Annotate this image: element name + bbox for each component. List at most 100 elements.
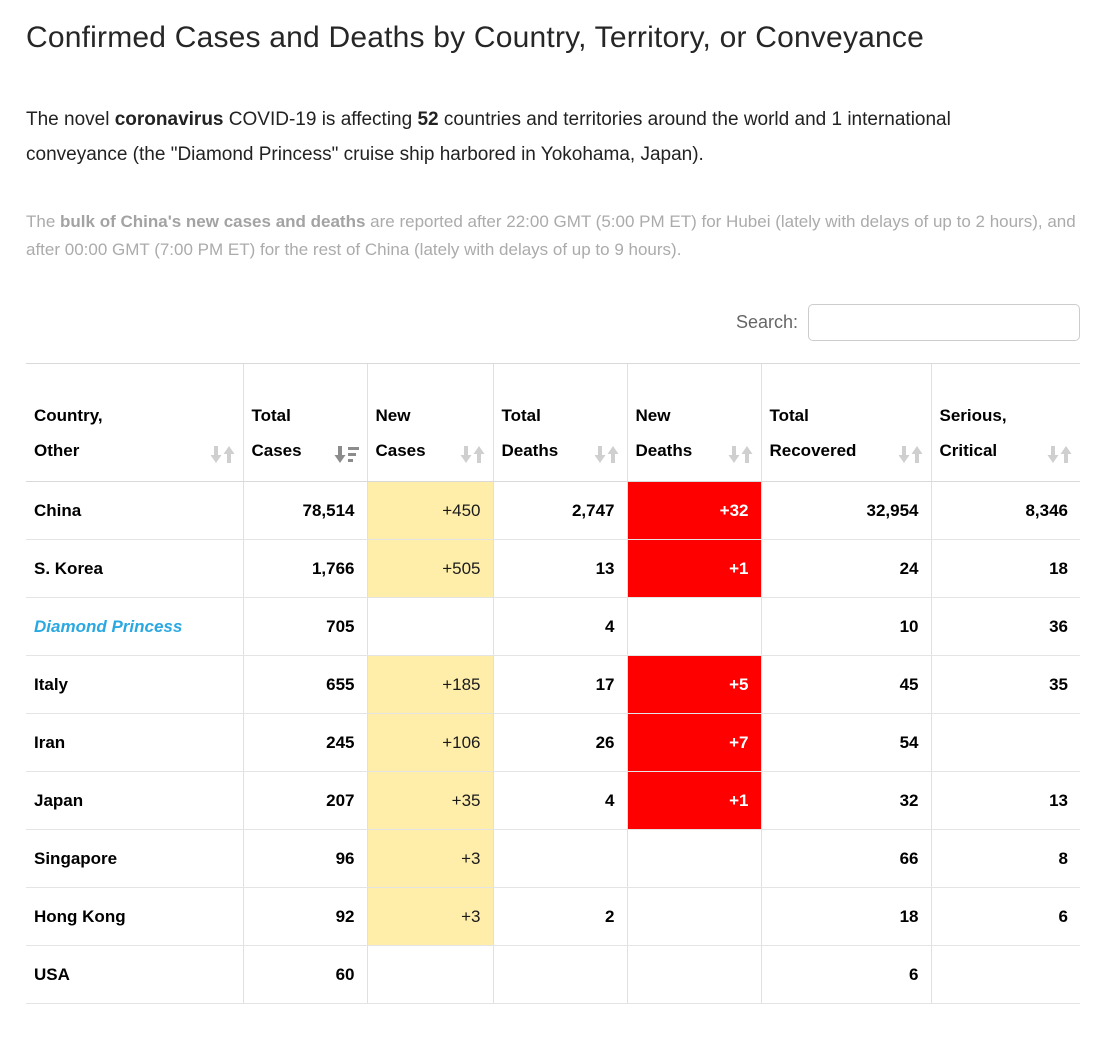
intro-bold-count: 52 — [417, 109, 439, 130]
column-header-new_cases[interactable]: New Cases — [366, 363, 493, 482]
column-header-total_cases[interactable]: Total Cases — [242, 363, 367, 482]
table-header-row: Country, Other Total Cases — [26, 363, 1080, 482]
table-row: Iran 245 +106 26 +7 54 — [26, 713, 1080, 772]
cell-country: S. Korea — [26, 539, 243, 598]
cell-serious_critical: 18 — [930, 539, 1080, 598]
table-row: Singapore 96 +3 66 8 — [26, 829, 1080, 888]
intro-seg3: countries and territories around the wor… — [26, 109, 951, 165]
cell-serious_critical: 8 — [930, 829, 1080, 888]
intro-bold-coronavirus: coronavirus — [114, 109, 224, 130]
cell-serious_critical: 6 — [930, 887, 1080, 946]
cell-total_cases: 705 — [242, 597, 367, 656]
cell-new_cases: +35 — [366, 771, 493, 830]
cell-new_deaths: +5 — [626, 655, 761, 714]
cell-country: Hong Kong — [26, 887, 243, 946]
cell-country: Italy — [26, 655, 243, 714]
search-input[interactable] — [808, 304, 1080, 341]
cell-total_cases: 60 — [242, 945, 367, 1004]
cell-total_deaths: 13 — [492, 539, 627, 598]
cell-new_cases — [366, 945, 493, 1004]
sort-both-icon — [898, 446, 922, 463]
reporting-note: The bulk of China's new cases and deaths… — [26, 208, 1076, 264]
cell-new_cases: +3 — [366, 829, 493, 888]
cell-total_recovered: 24 — [760, 539, 931, 598]
cell-country-link[interactable]: Diamond Princess — [26, 597, 243, 656]
cell-total_recovered: 10 — [760, 597, 931, 656]
intro-text: The novel coronavirus COVID-19 is affect… — [26, 102, 1036, 172]
table-row: S. Korea 1,766 +505 13 +1 24 18 — [26, 539, 1080, 598]
cell-new_deaths: +1 — [626, 539, 761, 598]
cell-total_recovered: 66 — [760, 829, 931, 888]
cell-total_cases: 96 — [242, 829, 367, 888]
cell-new_deaths — [626, 829, 761, 888]
sort-both-icon — [1047, 446, 1072, 463]
cell-total_cases: 655 — [242, 655, 367, 714]
cell-total_cases: 78,514 — [242, 481, 367, 540]
sort-both-icon — [460, 446, 484, 463]
cell-country: USA — [26, 945, 243, 1004]
page-container: Confirmed Cases and Deaths by Country, T… — [0, 16, 1106, 1004]
cell-total_cases: 1,766 — [242, 539, 367, 598]
column-header-country[interactable]: Country, Other — [26, 363, 243, 482]
search-label: Search: — [735, 312, 798, 332]
cases-table: Country, Other Total Cases — [26, 363, 1080, 1004]
intro-seg1: The novel — [26, 109, 115, 130]
cell-new_deaths — [626, 945, 761, 1004]
table-row: Italy 655 +185 17 +5 45 35 — [26, 655, 1080, 714]
cell-total_deaths: 17 — [492, 655, 627, 714]
cell-new_deaths — [626, 597, 761, 656]
note-bold: bulk of China's new cases and deaths — [60, 212, 366, 231]
cell-total_recovered: 18 — [760, 887, 931, 946]
cell-country: Singapore — [26, 829, 243, 888]
cell-new_deaths: +7 — [626, 713, 761, 772]
cell-new_cases: +3 — [366, 887, 493, 946]
cell-total_recovered: 45 — [760, 655, 931, 714]
cell-total_deaths — [492, 829, 627, 888]
cell-total_cases: 245 — [242, 713, 367, 772]
table-row: Hong Kong 92 +3 2 18 6 — [26, 887, 1080, 946]
note-seg2: are reported after 22:00 GMT (5:00 PM ET… — [26, 212, 1076, 259]
table-row: China 78,514 +450 2,747 +32 32,954 8,346 — [26, 481, 1080, 540]
sort-both-icon — [728, 446, 752, 463]
table-search-bar: Search: — [26, 304, 1080, 341]
table-row: Diamond Princess 705 4 10 36 — [26, 597, 1080, 656]
cell-new_cases: +450 — [366, 481, 493, 540]
cell-country: Japan — [26, 771, 243, 830]
cell-new_cases: +106 — [366, 713, 493, 772]
cell-total_deaths: 2 — [492, 887, 627, 946]
cell-total_deaths: 2,747 — [492, 481, 627, 540]
cell-new_deaths: +32 — [626, 481, 761, 540]
cell-total_deaths: 4 — [492, 597, 627, 656]
column-header-total_recovered[interactable]: Total Recovered — [760, 363, 931, 482]
cell-country: China — [26, 481, 243, 540]
cell-new_cases: +505 — [366, 539, 493, 598]
cell-total_recovered: 32,954 — [760, 481, 931, 540]
cell-country: Iran — [26, 713, 243, 772]
cell-total_recovered: 6 — [760, 945, 931, 1004]
sort-both-icon — [210, 446, 234, 463]
column-header-serious_critical[interactable]: Serious, Critical — [930, 363, 1080, 482]
cell-total_deaths: 26 — [492, 713, 627, 772]
cell-serious_critical: 13 — [930, 771, 1080, 830]
intro-seg2: COVID-19 is affecting — [223, 109, 418, 130]
cell-new_cases — [366, 597, 493, 656]
page-title: Confirmed Cases and Deaths by Country, T… — [26, 21, 924, 54]
cell-serious_critical: 36 — [930, 597, 1080, 656]
cell-total_recovered: 32 — [760, 771, 931, 830]
cell-serious_critical — [930, 945, 1080, 1004]
cell-total_recovered: 54 — [760, 713, 931, 772]
cell-total_deaths: 4 — [492, 771, 627, 830]
cell-total_deaths — [492, 945, 627, 1004]
cell-new_deaths — [626, 887, 761, 946]
cell-new_cases: +185 — [366, 655, 493, 714]
sort-desc-icon — [334, 446, 359, 463]
cell-new_deaths: +1 — [626, 771, 761, 830]
cell-serious_critical: 35 — [930, 655, 1080, 714]
sort-both-icon — [594, 446, 618, 463]
cell-serious_critical: 8,346 — [930, 481, 1080, 540]
column-header-total_deaths[interactable]: Total Deaths — [492, 363, 627, 482]
note-seg1: The — [26, 212, 61, 231]
cell-serious_critical — [930, 713, 1080, 772]
column-header-new_deaths[interactable]: New Deaths — [626, 363, 761, 482]
cell-total_cases: 207 — [242, 771, 367, 830]
